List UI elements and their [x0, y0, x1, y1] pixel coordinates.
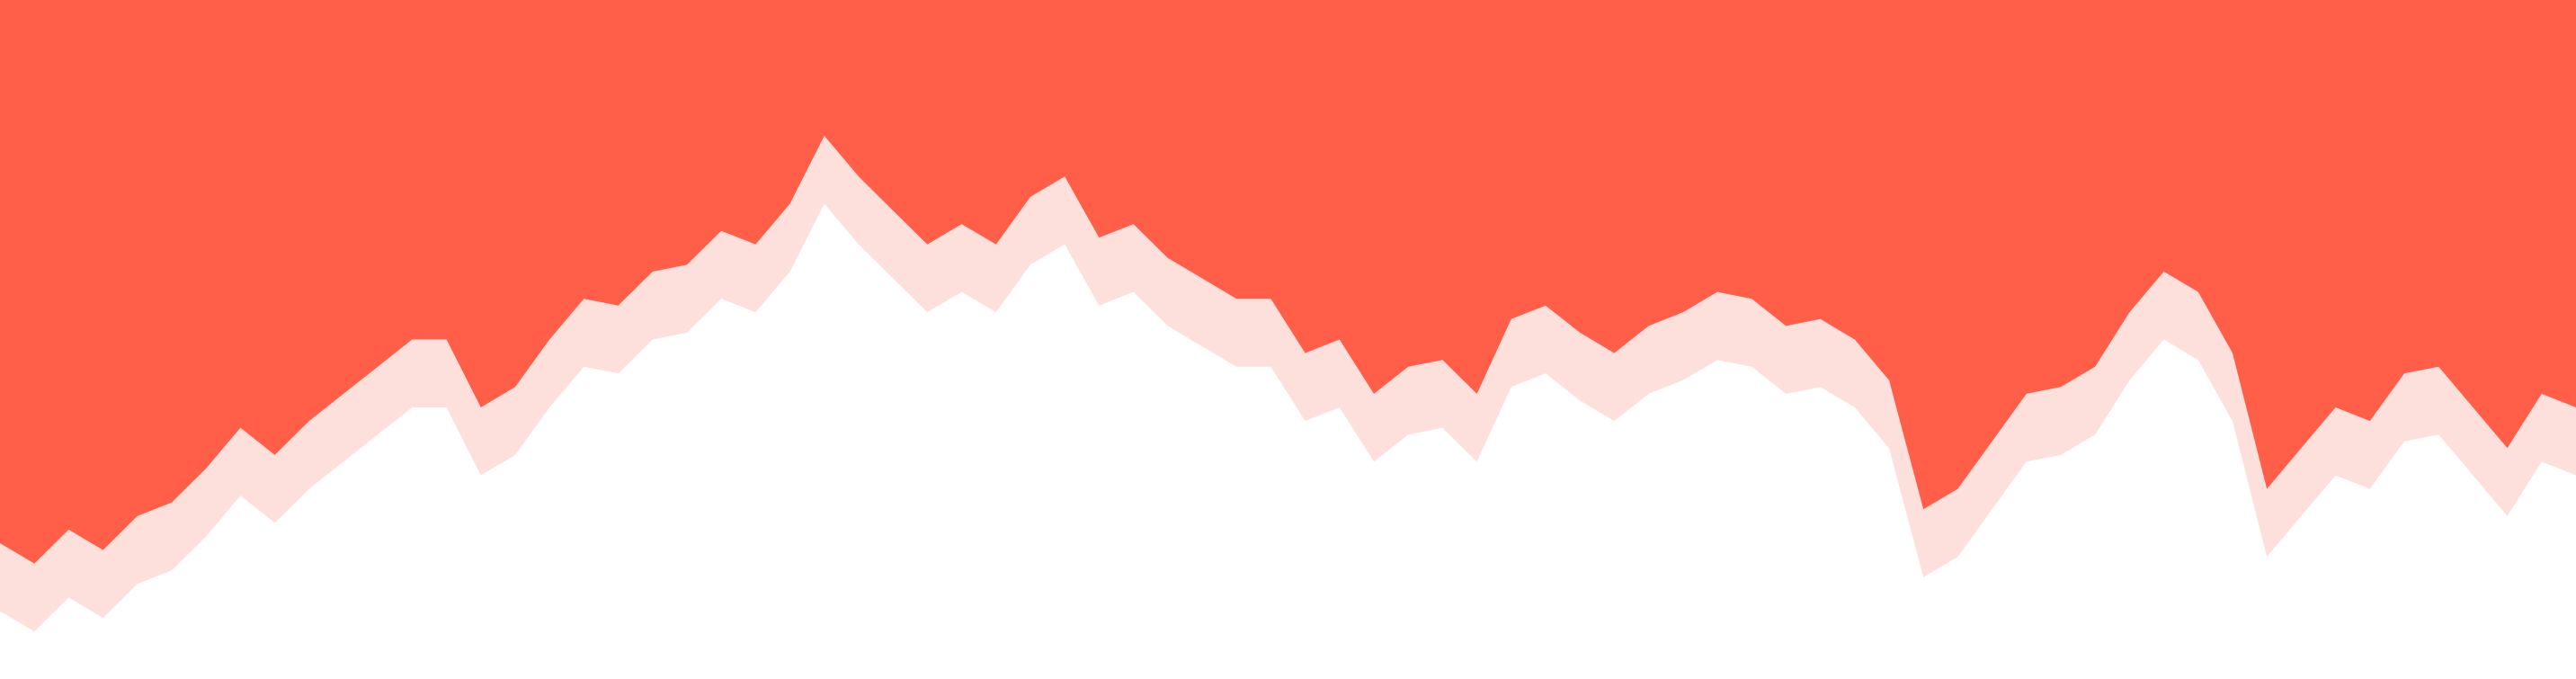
area-series-primary [0, 0, 2576, 564]
